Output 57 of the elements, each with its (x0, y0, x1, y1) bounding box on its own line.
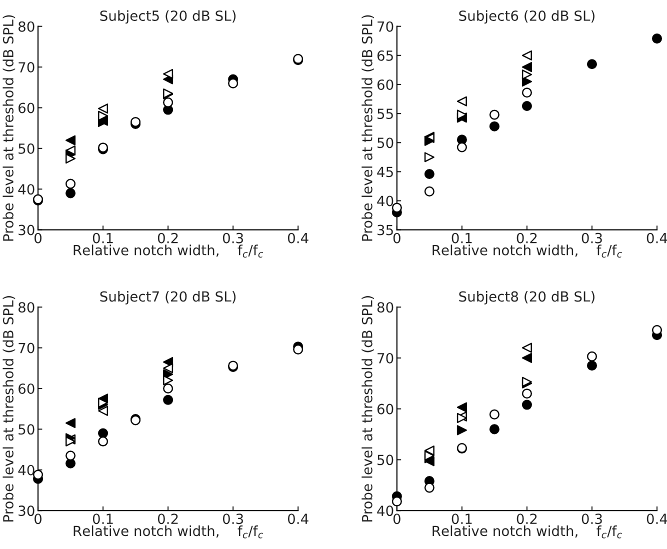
y-axis-title: Probe level at threshold (dB SPL) (2, 15, 16, 241)
x-tick-label: 0 (393, 514, 400, 524)
y-tick-label: 40 (18, 184, 34, 195)
y-tick-label: 60 (377, 404, 394, 414)
y-tick-label: 30 (18, 224, 34, 236)
x-tick-label: 0 (34, 232, 42, 244)
y-tick-label: 80 (377, 302, 394, 313)
x-tick-label: 0.3 (222, 232, 244, 244)
y-tick-label: 60 (18, 102, 34, 114)
x-axis-title: Relative notch width, f$_{c}$/f$_{c}$ (432, 525, 622, 538)
y-tick-label: 50 (378, 454, 394, 466)
x-tick-label: 0.1 (452, 514, 472, 524)
y-tick-label: 70 (18, 62, 34, 73)
y-tick-label: 55 (378, 108, 393, 120)
y-axis-title: Probe level at threshold (dB SPL) (2, 296, 16, 522)
chart-title: Subject8 (20 dB SL) (459, 291, 594, 304)
y-tick-label: 50 (18, 424, 34, 435)
x-axis-title: Relative notch width, f$_{c}$/f$_{c}$ (74, 244, 264, 258)
x-tick-label: 0.2 (158, 514, 178, 524)
y-tick-label: 60 (377, 79, 394, 90)
y-tick-label: 50 (18, 143, 34, 154)
x-axis-title: Relative notch width, f$_{c}$/f$_{c}$ (432, 244, 622, 258)
y-tick-label: 40 (377, 506, 394, 516)
x-tick-label: 0.2 (158, 232, 178, 244)
x-tick-label: 0.1 (452, 232, 472, 244)
x-tick-label: 0.4 (288, 514, 308, 524)
x-tick-label: 0.2 (516, 514, 537, 524)
y-tick-label: 40 (18, 464, 34, 476)
x-tick-label: 0.1 (92, 514, 113, 524)
x-axis-title: Relative notch width, f$_{c}$/f$_{c}$ (74, 525, 264, 538)
chart-title: Subject5 (20 dB SL) (100, 10, 236, 24)
x-tick-label: 0.1 (92, 232, 113, 244)
y-tick-label: 70 (18, 342, 34, 354)
y-tick-label: 80 (18, 21, 34, 32)
chart-title: Subject6 (20 dB SL) (459, 10, 594, 24)
y-tick-label: 70 (378, 352, 394, 364)
x-tick-label: 0 (34, 514, 42, 524)
x-tick-label: 0.3 (582, 514, 602, 524)
x-tick-label: 0.3 (582, 232, 602, 244)
x-tick-label: 0.4 (646, 232, 667, 244)
y-tick-label: 40 (377, 196, 394, 206)
x-tick-label: 0.3 (222, 514, 244, 524)
y-tick-label: 35 (378, 224, 393, 236)
y-tick-label: 50 (378, 138, 394, 148)
chart-title: Subject7 (20 dB SL) (100, 291, 236, 304)
x-tick-label: 0.2 (516, 232, 537, 244)
y-tick-label: 65 (377, 50, 393, 61)
y-tick-label: 70 (378, 21, 394, 32)
y-tick-label: 80 (18, 302, 34, 313)
y-tick-label: 60 (18, 383, 34, 394)
y-axis-title: Probe level at threshold (dB SPL) (362, 15, 374, 241)
x-tick-label: 0.4 (646, 514, 667, 524)
x-tick-label: 0.4 (288, 232, 308, 244)
y-axis-title: Probe level at threshold (dB SPL) (362, 296, 374, 522)
x-tick-label: 0 (393, 232, 400, 244)
y-tick-label: 30 (18, 506, 34, 516)
y-tick-label: 45 (377, 166, 393, 178)
